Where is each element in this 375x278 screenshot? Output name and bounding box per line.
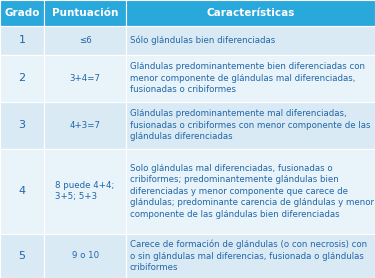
Text: 3+4=7: 3+4=7	[70, 74, 100, 83]
Text: 1: 1	[19, 35, 26, 45]
Bar	[0, 55, 44, 102]
Bar	[0, 0, 44, 26]
Text: Puntuación: Puntuación	[52, 8, 118, 18]
Text: 3: 3	[19, 120, 26, 130]
Bar	[126, 55, 375, 102]
Bar	[44, 102, 126, 149]
Text: Características: Características	[206, 8, 295, 18]
Text: Carece de formación de glándulas (o con necrosis) con
o sin glándulas mal difere: Carece de formación de glándulas (o con …	[130, 240, 367, 272]
Bar	[44, 149, 126, 234]
Bar	[126, 234, 375, 278]
Bar	[126, 149, 375, 234]
Text: Solo glándulas mal diferenciadas, fusionadas o
cribiformes; predominantemente gl: Solo glándulas mal diferenciadas, fusion…	[130, 164, 374, 219]
Text: Grado: Grado	[4, 8, 40, 18]
Text: 5: 5	[19, 251, 26, 261]
Bar	[44, 55, 126, 102]
Bar	[44, 0, 126, 26]
Bar	[126, 102, 375, 149]
Text: 9 o 10: 9 o 10	[72, 251, 99, 260]
Text: 8 puede 4+4;
3+5; 5+3: 8 puede 4+4; 3+5; 5+3	[56, 182, 115, 201]
Text: 4: 4	[18, 186, 26, 196]
Bar	[44, 26, 126, 55]
Bar	[0, 234, 44, 278]
Text: 4+3=7: 4+3=7	[70, 121, 100, 130]
Bar	[126, 0, 375, 26]
Bar	[0, 149, 44, 234]
Bar	[0, 102, 44, 149]
Text: Glándulas predominantemente bien diferenciadas con
menor componente de glándulas: Glándulas predominantemente bien diferen…	[130, 62, 365, 94]
Text: 2: 2	[18, 73, 26, 83]
Bar	[126, 26, 375, 55]
Text: Sólo glándulas bien diferenciadas: Sólo glándulas bien diferenciadas	[130, 35, 275, 45]
Bar	[44, 234, 126, 278]
Text: Glándulas predominantemente mal diferenciadas,
fusionadas o cribiformes con meno: Glándulas predominantemente mal diferenc…	[130, 109, 370, 141]
Text: ≤6: ≤6	[79, 36, 92, 45]
Bar	[0, 26, 44, 55]
